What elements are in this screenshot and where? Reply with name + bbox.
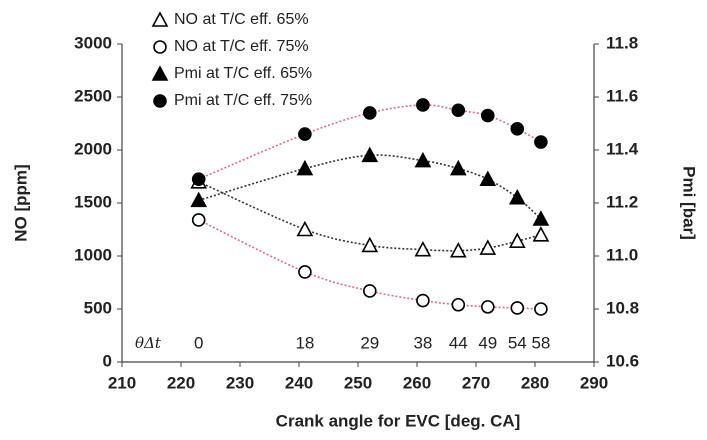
x-tick-label: 240	[285, 373, 313, 392]
y2-tick-label: 11.2	[606, 192, 638, 211]
point	[534, 302, 548, 316]
point	[414, 151, 432, 168]
x-tick-label: 220	[167, 373, 195, 392]
point	[479, 239, 497, 255]
point	[414, 240, 432, 257]
legend-label: Pmi at T/C eff. 65%	[174, 65, 312, 82]
y2-tick-label: 11.0	[606, 245, 638, 264]
point	[190, 191, 208, 208]
y2-axis-label: Pmi [bar]	[680, 166, 699, 240]
point	[296, 159, 314, 176]
point	[449, 159, 467, 176]
point	[449, 242, 467, 258]
point	[479, 170, 497, 186]
y2-tick-label: 10.8	[606, 298, 639, 317]
annotation-label: 38	[413, 333, 432, 352]
y-axis-label: NO [ppm]	[11, 164, 30, 241]
point	[361, 146, 379, 163]
x-tick-label: 260	[403, 373, 431, 392]
y-tick-label: 500	[84, 298, 112, 317]
x-axis-label: Crank angle for EVC [deg. CA]	[276, 411, 521, 430]
x-tick-label: 250	[344, 373, 372, 392]
point	[532, 226, 550, 242]
point	[510, 122, 525, 136]
x-tick-label: 230	[226, 373, 254, 392]
annotation-label: 18	[295, 333, 314, 352]
annotation-label: 0	[194, 333, 203, 352]
legend-label: NO at T/C eff. 75%	[174, 38, 309, 55]
annotation-label: 49	[478, 333, 497, 352]
x-tick-label: 210	[108, 373, 136, 392]
point	[451, 297, 466, 312]
annotation-symbol: θΔt	[135, 334, 162, 352]
y-tick-label: 2000	[74, 139, 112, 158]
legend-label: Pmi at T/C eff. 75%	[174, 92, 312, 109]
y-tick-label: 2500	[74, 86, 112, 105]
trend-line	[198, 154, 542, 220]
legend-marker	[151, 65, 169, 81]
point	[480, 300, 495, 314]
annotation-label: 58	[531, 333, 550, 352]
legend-label: NO at T/C eff. 65%	[174, 11, 309, 28]
point	[296, 220, 314, 237]
point	[191, 213, 206, 227]
point	[510, 301, 525, 315]
point	[480, 108, 495, 123]
y2-tick-label: 11.6	[606, 86, 638, 105]
point	[534, 135, 548, 149]
point	[451, 103, 466, 118]
y2-tick-label: 11.8	[606, 33, 638, 52]
x-tick-label: 280	[521, 373, 549, 392]
point	[416, 293, 430, 308]
annotation-label: 44	[449, 333, 468, 352]
y2-tick-label: 10.6	[606, 351, 639, 370]
legend-marker	[151, 11, 169, 27]
x-tick-label: 270	[462, 373, 490, 392]
point	[298, 127, 312, 141]
y-tick-label: 1000	[74, 245, 112, 264]
x-tick-label: 290	[580, 373, 608, 392]
annotation-label: 29	[360, 333, 379, 352]
y-tick-label: 3000	[74, 33, 112, 52]
point	[191, 172, 206, 186]
legend-marker	[153, 94, 167, 108]
legend-marker	[153, 40, 167, 54]
y-tick-label: 1500	[74, 192, 112, 211]
point	[298, 265, 312, 279]
point	[362, 106, 377, 120]
point	[361, 236, 379, 253]
point	[416, 98, 430, 112]
annotation-label: 54	[508, 333, 527, 352]
point	[362, 284, 377, 298]
point	[532, 210, 550, 226]
y-tick-label: 0	[103, 351, 112, 370]
point	[508, 189, 526, 205]
y2-tick-label: 11.4	[606, 139, 639, 158]
point	[508, 232, 526, 248]
